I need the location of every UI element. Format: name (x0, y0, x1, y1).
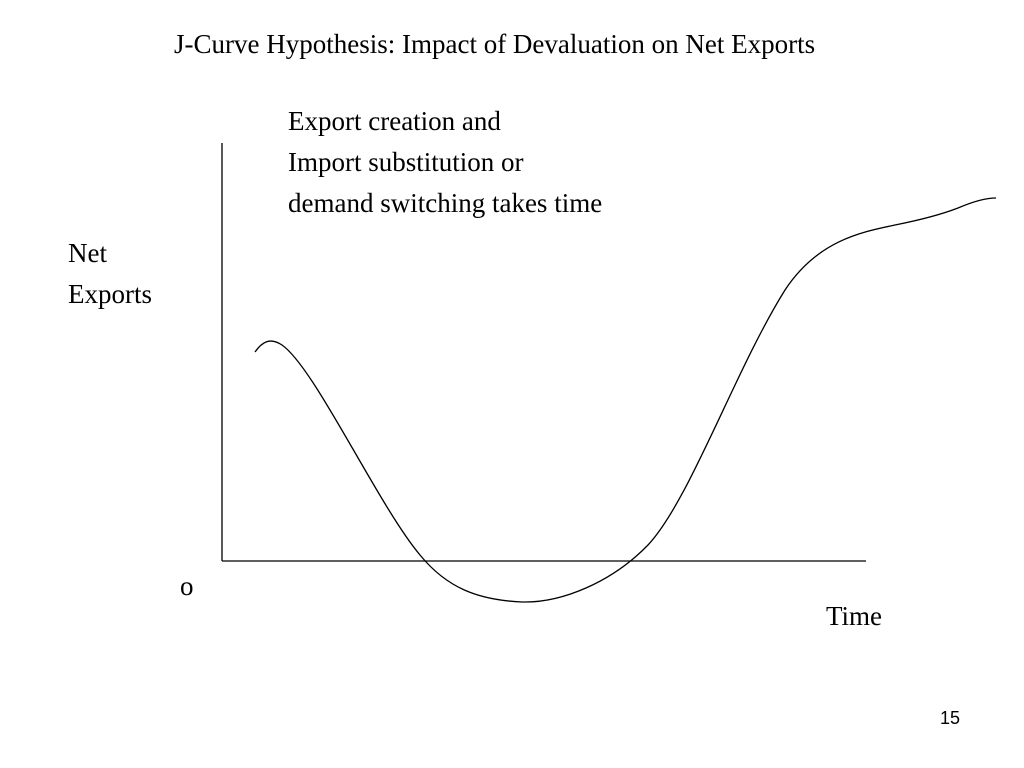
annotation-line-2: Import substitution or (288, 147, 524, 177)
y-axis-label: Net Exports (68, 233, 152, 315)
annotation-line-1: Export creation and (288, 106, 501, 136)
x-axis-label: Time (826, 601, 883, 631)
y-axis-label-line-1: Net (68, 238, 107, 268)
slide-title: J-Curve Hypothesis: Impact of Devaluatio… (174, 29, 816, 59)
origin-label: o (180, 571, 194, 601)
annotation-line-3: demand switching takes time (288, 188, 603, 218)
y-axis-label-line-2: Exports (68, 279, 152, 309)
page-number: 15 (940, 708, 961, 728)
annotation-text: Export creation and Import substitution … (288, 101, 602, 224)
j-curve-line (254, 197, 997, 603)
